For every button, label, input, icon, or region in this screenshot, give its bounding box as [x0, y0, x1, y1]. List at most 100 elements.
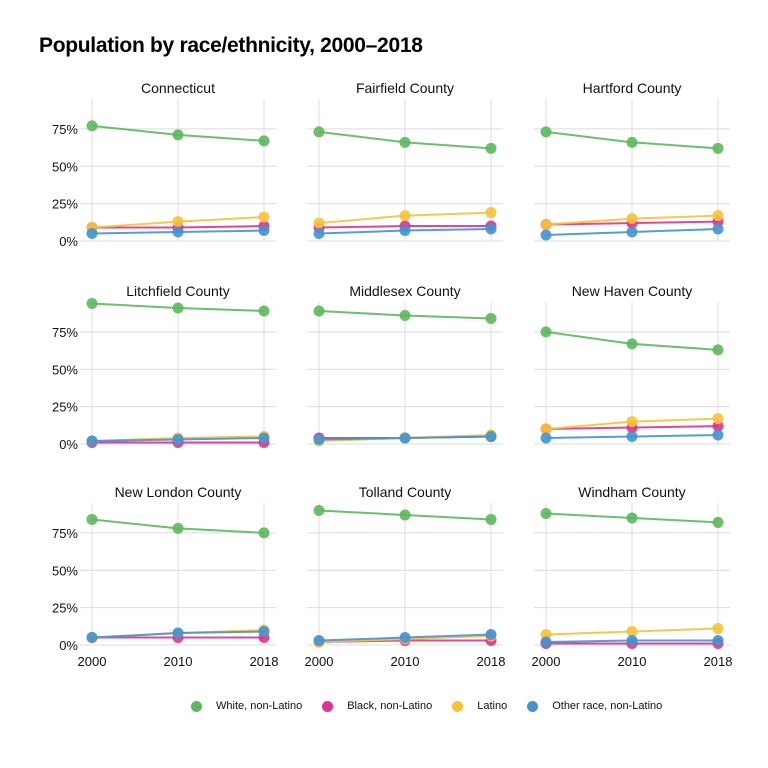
legend-label: White, non-Latino	[216, 700, 303, 712]
data-point-white-non-latino	[626, 136, 638, 148]
y-tick-label: 0%	[59, 437, 78, 452]
data-point-other-race-non-latino	[86, 632, 98, 644]
legend-item-latino: Latino	[452, 700, 507, 712]
data-point-white-non-latino	[712, 142, 724, 154]
data-point-other-race-non-latino	[86, 435, 98, 447]
legend-item-white-non-latino: White, non-Latino	[191, 700, 302, 712]
data-point-latino	[712, 413, 724, 425]
data-point-other-race-non-latino	[258, 626, 270, 638]
facet-connecticut: Connecticut 0% 25% 50% 75%	[52, 80, 276, 249]
facet-tolland-county: Tolland County 2000 2010 2018	[305, 484, 506, 669]
data-point-latino	[540, 423, 552, 435]
data-point-other-race-non-latino	[712, 429, 724, 441]
data-point-white-non-latino	[86, 120, 98, 132]
data-point-white-non-latino	[258, 305, 270, 317]
legend-item-black-non-latino: Black, non-Latino	[322, 700, 432, 712]
data-point-white-non-latino	[313, 504, 325, 516]
data-point-other-race-non-latino	[313, 635, 325, 647]
data-point-white-non-latino	[172, 129, 184, 141]
data-point-white-non-latino	[172, 302, 184, 314]
y-tick-label: 75%	[52, 526, 78, 541]
data-point-white-non-latino	[86, 297, 98, 309]
data-point-other-race-non-latino	[313, 228, 325, 240]
data-point-white-non-latino	[485, 142, 497, 154]
data-point-latino	[540, 219, 552, 231]
data-point-white-non-latino	[712, 344, 724, 356]
data-point-latino	[626, 213, 638, 225]
legend-label: Latino	[477, 700, 508, 712]
data-point-latino	[712, 623, 724, 635]
data-point-white-non-latino	[86, 513, 98, 525]
legend-swatch	[527, 700, 539, 712]
facet-title: Hartford County	[583, 80, 682, 96]
x-tick-label: 2010	[391, 654, 420, 669]
data-point-white-non-latino	[399, 509, 411, 521]
data-point-other-race-non-latino	[485, 223, 497, 235]
data-point-white-non-latino	[485, 513, 497, 525]
y-tick-label: 75%	[52, 325, 78, 340]
facet-title: Middlesex County	[349, 283, 460, 299]
facet-title: New London County	[115, 484, 242, 500]
facet-title: Tolland County	[359, 484, 452, 500]
x-tick-label: 2018	[477, 654, 506, 669]
data-point-white-non-latino	[258, 527, 270, 539]
legend-label: Black, non-Latino	[347, 700, 433, 712]
data-point-white-non-latino	[313, 305, 325, 317]
data-point-white-non-latino	[540, 507, 552, 519]
data-point-white-non-latino	[313, 126, 325, 138]
legend-items: White, non-Latino Black, non-Latino Latino…	[191, 700, 682, 712]
facet-title: Fairfield County	[356, 80, 454, 96]
y-tick-label: 50%	[52, 159, 78, 174]
facet-litchfield-county: Litchfield County 0% 25% 50% 75%	[52, 283, 276, 452]
data-point-white-non-latino	[172, 522, 184, 534]
data-point-other-race-non-latino	[399, 632, 411, 644]
data-point-white-non-latino	[399, 309, 411, 321]
legend-swatch	[452, 700, 464, 712]
facet-new-london-county: New London County 0% 25% 50% 75% 2000 2010 2018	[52, 484, 278, 669]
data-point-other-race-non-latino	[626, 226, 638, 238]
data-point-latino	[258, 211, 270, 223]
data-point-other-race-non-latino	[258, 225, 270, 237]
legend-item-other-race-non-latino: Other race, non-Latino	[527, 700, 662, 712]
data-point-white-non-latino	[540, 126, 552, 138]
data-point-white-non-latino	[485, 312, 497, 324]
legend-label: Other race, non-Latino	[552, 700, 663, 712]
y-tick-label: 0%	[59, 234, 78, 249]
data-point-latino	[485, 207, 497, 219]
facet-title: New Haven County	[572, 283, 693, 299]
data-point-latino	[313, 217, 325, 229]
y-tick-label: 25%	[52, 601, 78, 616]
y-tick-label: 25%	[52, 400, 78, 415]
data-point-other-race-non-latino	[540, 229, 552, 241]
data-point-other-race-non-latino	[626, 635, 638, 647]
legend-swatch	[191, 700, 202, 712]
facet-title: Windham County	[578, 484, 685, 500]
x-tick-label: 2000	[78, 654, 107, 669]
data-point-other-race-non-latino	[258, 432, 270, 444]
data-point-latino	[399, 210, 411, 222]
data-point-white-non-latino	[258, 135, 270, 147]
y-tick-label: 0%	[59, 638, 78, 653]
data-point-white-non-latino	[626, 512, 638, 524]
data-point-latino	[626, 416, 638, 428]
facet-middlesex-county: Middlesex County	[307, 283, 503, 447]
facet-fairfield-county: Fairfield County	[307, 80, 503, 242]
data-point-other-race-non-latino	[626, 431, 638, 443]
data-point-other-race-non-latino	[485, 629, 497, 641]
facet-windham-county: Windham County 2000 2010 2018	[532, 484, 733, 669]
data-point-other-race-non-latino	[485, 431, 497, 443]
facet-hartford-county: Hartford County	[534, 80, 730, 242]
data-point-other-race-non-latino	[399, 432, 411, 444]
data-point-white-non-latino	[712, 516, 724, 528]
data-point-latino	[712, 210, 724, 222]
data-point-white-non-latino	[399, 136, 411, 148]
data-point-latino	[172, 216, 184, 228]
facet-title: Connecticut	[141, 80, 215, 96]
y-tick-label: 25%	[52, 197, 78, 212]
data-point-other-race-non-latino	[86, 228, 98, 240]
x-tick-label: 2010	[618, 654, 647, 669]
x-tick-label: 2000	[532, 654, 561, 669]
page-title: Population by race/ethnicity, 2000–2018	[39, 34, 423, 57]
legend-swatch	[322, 700, 334, 712]
